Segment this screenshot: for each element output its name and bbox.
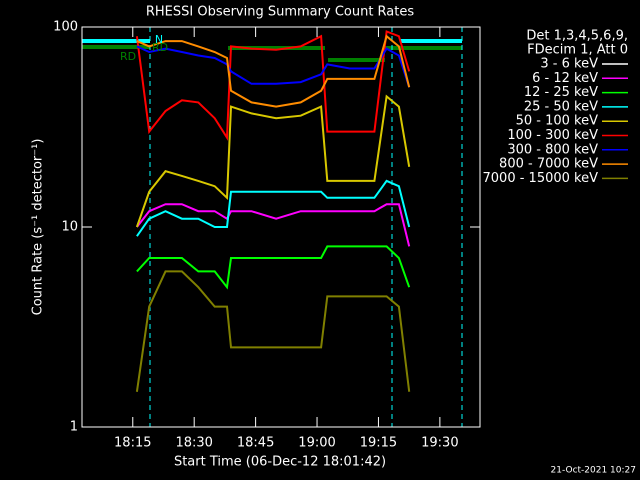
y-tick-label: 10 (61, 220, 78, 235)
x-tick-label: 19:15 (360, 436, 397, 451)
series-line (136, 203, 411, 247)
annotation: RD (152, 41, 168, 54)
series-line (135, 30, 411, 141)
legend-label: 100 - 300 keV (507, 128, 598, 143)
legend-label: 6 - 12 keV (532, 71, 598, 86)
annotation: N (155, 33, 163, 46)
legend-label: 12 - 25 keV (524, 85, 598, 100)
y-axis-label: Count Rate (s⁻¹ detector⁻¹) (31, 139, 46, 316)
legend-header: Det 1,3,4,5,6,9, (526, 29, 628, 44)
x-tick-label: 19:30 (421, 436, 458, 451)
plot-area (135, 30, 411, 392)
series-line (135, 94, 411, 228)
x-axis-label: Start Time (06-Dec-12 18:01:42) (174, 455, 386, 470)
x-tick-label: 18:30 (175, 436, 212, 451)
series-line (136, 34, 411, 108)
legend-label: 50 - 100 keV (516, 114, 599, 129)
x-tick-label: 18:45 (237, 436, 274, 451)
legend-label: 25 - 50 keV (524, 99, 598, 114)
annotation: RD (120, 50, 136, 63)
series-line (135, 270, 411, 392)
y-tick-label: 100 (53, 20, 78, 35)
y-tick-label: 1 (70, 420, 78, 435)
timestamp: 21-Oct-2021 10:27 (551, 466, 636, 476)
legend-label: 800 - 7000 keV (499, 157, 598, 172)
legend-label: 7000 - 15000 keV (483, 171, 599, 186)
legend-header: FDecim 1, Att 0 (527, 43, 628, 58)
x-tick-label: 19:00 (298, 436, 335, 451)
series-line (136, 245, 411, 290)
x-tick-label: 18:15 (114, 436, 151, 451)
legend-label: 3 - 6 keV (540, 57, 598, 72)
legend-label: 300 - 800 keV (507, 142, 598, 157)
chart-title: RHESSI Observing Summary Count Rates (146, 5, 415, 20)
series-line (136, 179, 411, 237)
series-line (136, 45, 411, 88)
